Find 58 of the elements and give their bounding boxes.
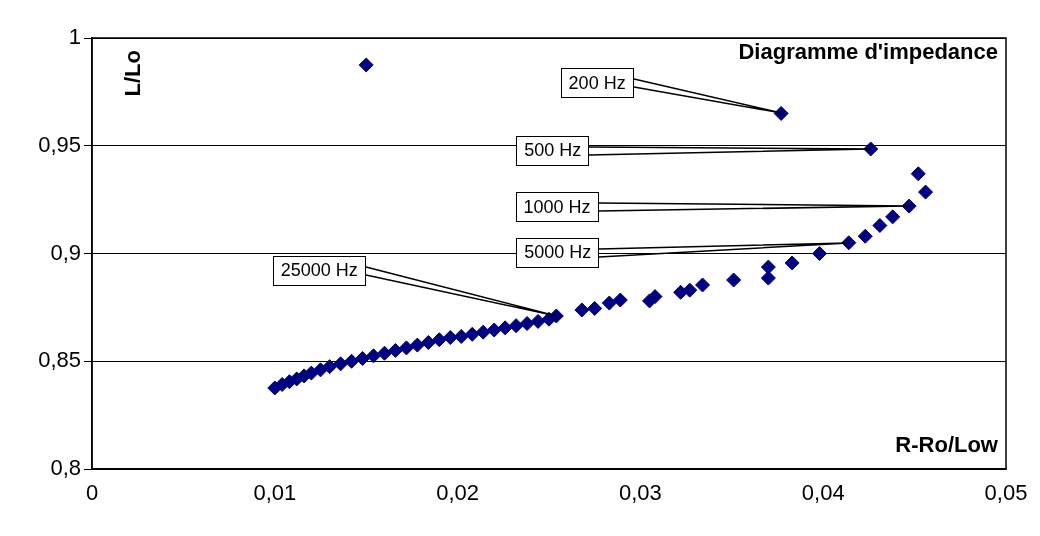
y-tick-label: 0,85 <box>38 347 81 373</box>
y-tick-label: 0,9 <box>50 239 81 265</box>
point <box>918 184 934 200</box>
point <box>601 295 617 311</box>
point <box>885 209 901 225</box>
point <box>431 332 447 348</box>
point <box>508 318 524 334</box>
point <box>366 348 382 364</box>
point <box>442 330 458 346</box>
point <box>647 289 663 305</box>
chart-title: Diagramme d'impedance <box>738 39 998 65</box>
point <box>612 292 628 308</box>
point <box>358 57 374 73</box>
x-tick-label: 0 <box>85 480 99 506</box>
point <box>313 362 328 378</box>
point <box>376 345 392 361</box>
point <box>872 217 888 233</box>
x-tick-label: 0,03 <box>618 480 662 506</box>
point <box>344 353 360 369</box>
annotation: 1000 Hz <box>523 196 591 218</box>
x-tick-label: 0,01 <box>253 480 297 506</box>
x-tick-label: 0,02 <box>436 480 480 506</box>
annotation: 25000 Hz <box>280 260 358 282</box>
y-tick-label: 1 <box>68 24 81 50</box>
point <box>409 337 425 353</box>
annotation: 5000 Hz <box>524 242 592 264</box>
annotation: 200 Hz <box>568 72 626 94</box>
point <box>420 335 436 350</box>
point <box>519 316 535 332</box>
point <box>398 340 414 356</box>
x-tick-label: 0,05 <box>984 480 1028 506</box>
point <box>760 259 776 275</box>
y-axis-title: L/Lo <box>120 50 146 97</box>
y-tick-label: 0,8 <box>50 455 81 481</box>
point <box>695 277 711 293</box>
point <box>760 270 776 286</box>
point <box>574 302 590 318</box>
y-tick-label: 0,95 <box>38 131 81 157</box>
point <box>464 326 480 342</box>
point <box>812 246 828 261</box>
x-axis-title: R-Ro/Low <box>895 432 999 458</box>
x-tick-label: 0,04 <box>801 480 845 506</box>
point <box>355 350 371 366</box>
point <box>497 320 513 336</box>
point <box>453 328 469 344</box>
point <box>910 166 926 182</box>
point <box>726 272 742 288</box>
point <box>322 359 338 375</box>
point <box>857 228 873 244</box>
point <box>587 300 603 316</box>
point <box>784 255 800 271</box>
point <box>486 322 502 338</box>
point <box>333 356 349 372</box>
point <box>475 324 491 340</box>
point <box>682 282 698 298</box>
point <box>530 313 546 329</box>
annotation: 500 Hz <box>524 140 582 162</box>
point <box>387 342 403 358</box>
